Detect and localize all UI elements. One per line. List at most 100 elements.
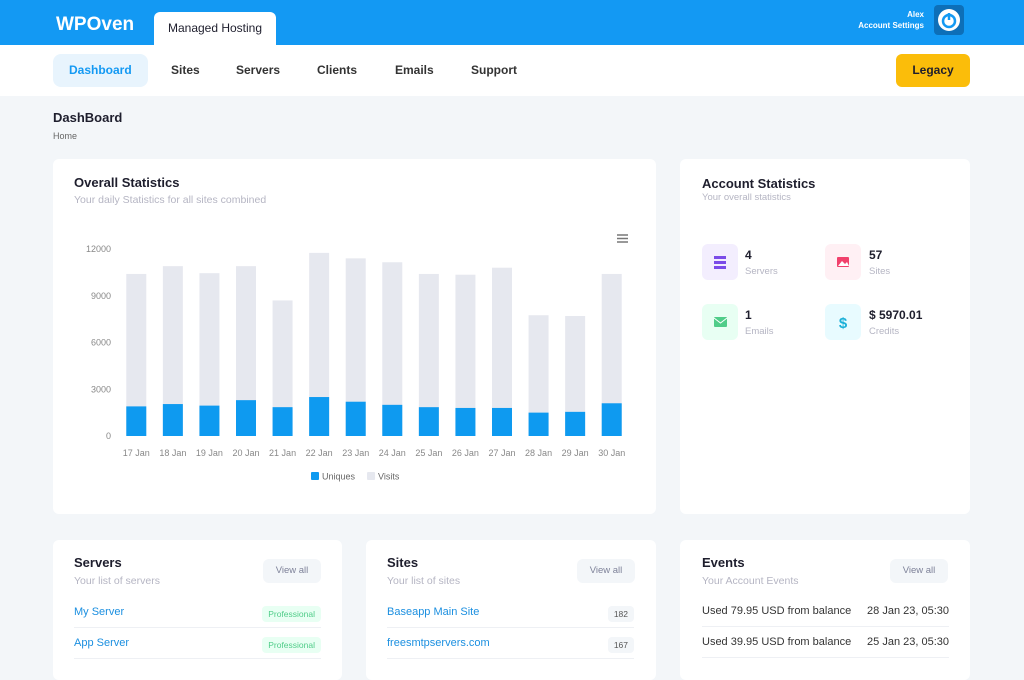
stat-label: Sites: [869, 266, 891, 277]
bar: [199, 405, 220, 436]
plan-badge: Professional: [262, 637, 321, 653]
user-name: Alex: [907, 10, 924, 19]
card-title: Account Statistics: [702, 176, 816, 191]
event-text: Used 79.95 USD from balance: [702, 605, 852, 617]
bar: [418, 273, 439, 436]
x-tick-label: 24 Jan: [379, 448, 406, 458]
bar: [126, 273, 147, 436]
bar: [601, 403, 622, 436]
card-title: Events: [702, 555, 745, 570]
nav-item[interactable]: Emails: [395, 63, 434, 77]
x-tick-label: 29 Jan: [562, 448, 589, 458]
legend-swatch: [367, 472, 376, 480]
y-tick-label: 0: [106, 431, 111, 441]
account-settings[interactable]: Account Settings: [858, 21, 924, 30]
x-tick-label: 27 Jan: [488, 448, 515, 458]
servers-icon: [702, 244, 738, 280]
x-tick-label: 30 Jan: [598, 448, 625, 458]
event-row: Used 39.95 USD from balance 25 Jan 23, 05…: [702, 627, 949, 658]
x-tick-label: 26 Jan: [452, 448, 479, 458]
x-tick-label: 21 Jan: [269, 448, 296, 458]
x-tick-label: 25 Jan: [415, 448, 442, 458]
card-title: Sites: [387, 555, 419, 570]
event-row: Used 79.95 USD from balance 28 Jan 23, 05…: [702, 596, 949, 627]
stat-value: 57: [869, 248, 883, 262]
bar: [236, 400, 256, 436]
chart: 0 3000 6000 9000 12000 17 Jan 18 Jan 19 Jan 20 J…: [86, 234, 628, 482]
bar: [382, 262, 403, 436]
legacy-button[interactable]: Legacy: [896, 54, 970, 87]
card-title: Servers: [74, 555, 122, 570]
bar: [272, 300, 293, 436]
server-name[interactable]: App Server: [74, 637, 130, 649]
nav-item[interactable]: Support: [471, 63, 517, 77]
legend-label: Uniques: [322, 472, 356, 482]
card-subtitle: Your list of servers: [74, 575, 160, 587]
x-tick-label: 17 Jan: [123, 448, 150, 458]
nav-item[interactable]: Servers: [236, 63, 281, 77]
bar: [272, 407, 293, 436]
server-row: My Server Professional: [74, 597, 321, 628]
bar: [309, 397, 330, 436]
bar: [382, 404, 403, 436]
card-subtitle: Your Account Events: [702, 575, 799, 587]
card-subtitle: Your daily Statistics for all sites comb…: [74, 194, 267, 206]
bar: [162, 266, 183, 436]
site-name[interactable]: freesmtpservers.com: [387, 637, 490, 649]
nav-item[interactable]: Sites: [171, 63, 200, 77]
x-tick-label: 22 Jan: [306, 448, 333, 458]
card-title: Overall Statistics: [74, 175, 180, 190]
card-subtitle: Your list of sites: [387, 575, 461, 587]
stat-value: 4: [745, 248, 752, 262]
bar: [236, 266, 256, 436]
view-all-button[interactable]: View all: [263, 559, 321, 583]
site-name[interactable]: Baseapp Main Site: [387, 606, 480, 618]
x-tick-label: 19 Jan: [196, 448, 223, 458]
bar: [565, 316, 586, 436]
y-tick-label: 6000: [91, 338, 111, 348]
stat-label: Emails: [745, 326, 774, 337]
power-button[interactable]: [934, 5, 964, 35]
sites-icon: [825, 244, 861, 280]
x-tick-label: 20 Jan: [232, 448, 259, 458]
chart-menu[interactable]: [617, 234, 628, 243]
nav-item[interactable]: Clients: [317, 63, 358, 77]
plan-badge: Professional: [262, 606, 321, 622]
server-name[interactable]: My Server: [74, 606, 125, 618]
x-tick-label: 18 Jan: [159, 448, 186, 458]
breadcrumb[interactable]: Home: [53, 131, 78, 141]
view-all-button[interactable]: View all: [890, 559, 948, 583]
logo[interactable]: WPOven: [56, 14, 135, 35]
y-tick-label: 12000: [86, 244, 111, 254]
legend-swatch: [311, 472, 319, 480]
stat-value: 1: [745, 308, 752, 322]
site-row: Baseapp Main Site 182: [387, 597, 634, 628]
power-icon: [938, 9, 960, 31]
tab[interactable]: Managed Hosting: [154, 12, 276, 45]
legend-label: Visits: [378, 472, 400, 482]
site-row: freesmtpservers.com 167: [387, 628, 634, 659]
bar: [345, 258, 366, 436]
bar: [455, 407, 476, 436]
bar: [418, 407, 439, 436]
card-subtitle: Your overall statistics: [702, 192, 791, 203]
bar: [126, 406, 147, 436]
bar: [492, 267, 512, 436]
bar: [455, 274, 476, 436]
page-title: DashBoard: [53, 110, 123, 125]
bar: [565, 411, 586, 436]
y-tick-label: 9000: [91, 291, 111, 301]
svg-text:$: $: [839, 315, 848, 332]
stat-value: $ 5970.01: [869, 308, 923, 322]
bar: [492, 407, 512, 436]
nav-item[interactable]: Dashboard: [53, 54, 148, 87]
event-date: 25 Jan 23, 05:30: [867, 636, 949, 648]
stat-label: Credits: [869, 326, 900, 337]
emails-icon: [702, 304, 738, 340]
bar: [199, 273, 220, 436]
site-count: 182: [607, 606, 634, 622]
bar: [162, 404, 183, 436]
view-all-button[interactable]: View all: [577, 559, 635, 583]
bar: [601, 273, 622, 436]
event-date: 28 Jan 23, 05:30: [867, 605, 949, 617]
